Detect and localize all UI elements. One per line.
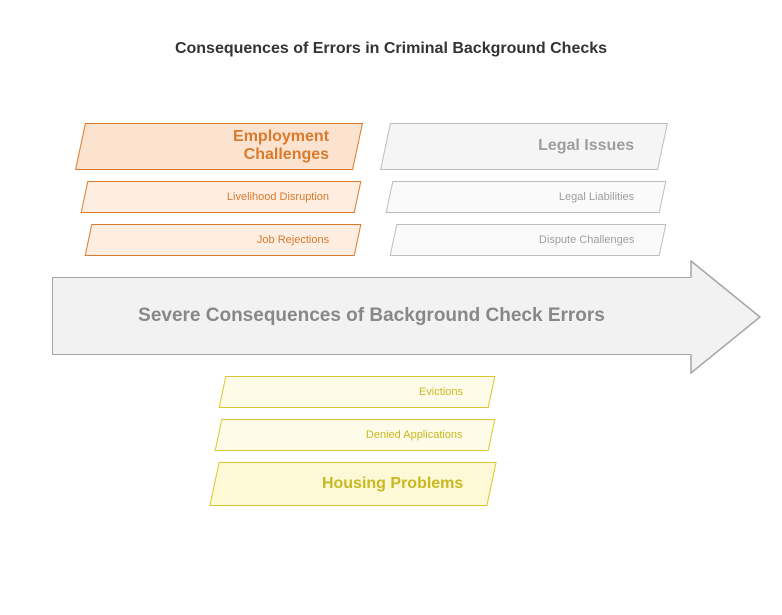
branch-header-legal: Legal Issues <box>380 123 668 170</box>
spine-arrow-head <box>690 260 762 374</box>
branch-item-legal-1: Dispute Challenges <box>390 224 667 256</box>
branch-item-housing-1: Denied Applications <box>215 419 496 451</box>
branch-item-label-employment-0: Livelihood Disruption <box>227 191 329 204</box>
branch-item-label-employment-1: Job Rejections <box>257 234 329 247</box>
spine-label: Severe Consequences of Background Check … <box>138 305 605 327</box>
branch-item-legal-0: Legal Liabilities <box>386 181 667 213</box>
branch-item-label-housing-0: Evictions <box>419 386 463 399</box>
branch-item-label-housing-1: Denied Applications <box>366 429 463 442</box>
branch-header-label-housing: Housing Problems <box>322 475 463 493</box>
branch-item-housing-0: Evictions <box>219 376 496 408</box>
branch-header-employment: EmploymentChallenges <box>75 123 363 170</box>
diagram-title: Consequences of Errors in Criminal Backg… <box>0 40 782 58</box>
branch-item-employment-1: Job Rejections <box>85 224 362 256</box>
branch-header-label-employment: EmploymentChallenges <box>233 128 329 165</box>
spine-arrow-body: Severe Consequences of Background Check … <box>52 277 690 355</box>
branch-header-label-legal: Legal Issues <box>538 137 634 155</box>
branch-item-label-legal-0: Legal Liabilities <box>559 191 634 204</box>
branch-item-label-legal-1: Dispute Challenges <box>539 234 634 247</box>
branch-item-employment-0: Livelihood Disruption <box>81 181 362 213</box>
branch-header-housing: Housing Problems <box>209 462 496 506</box>
